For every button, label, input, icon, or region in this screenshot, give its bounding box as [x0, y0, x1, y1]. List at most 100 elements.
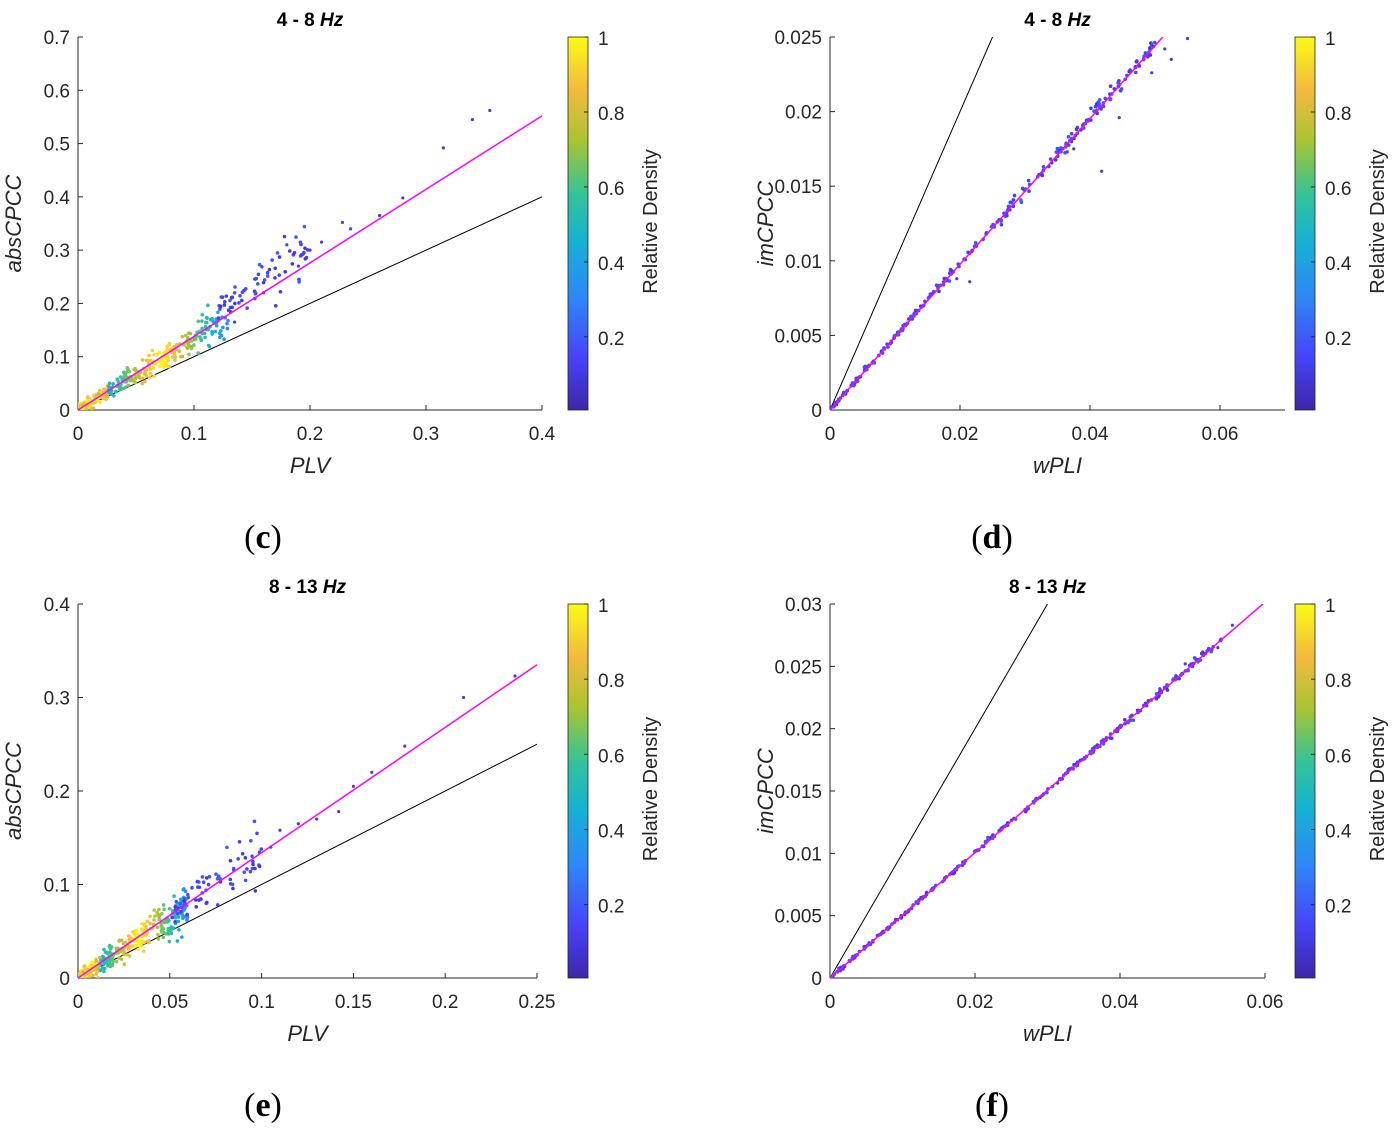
data-point — [160, 924, 164, 928]
data-point — [164, 355, 168, 360]
data-point — [194, 905, 198, 909]
data-point — [240, 290, 245, 295]
data-point — [162, 920, 166, 925]
y-tick-label: 0.4 — [44, 188, 71, 209]
colorbar-gradient — [567, 36, 589, 411]
data-point — [228, 877, 233, 882]
data-point-outlier — [378, 213, 382, 218]
data-point — [1117, 78, 1121, 83]
data-point — [126, 383, 131, 388]
data-point — [243, 856, 248, 860]
x-tick-label: 0 — [73, 424, 84, 445]
data-point — [214, 872, 218, 876]
data-point — [157, 350, 162, 355]
data-point — [138, 376, 142, 380]
data-point — [215, 903, 220, 907]
data-point — [278, 290, 283, 294]
data-point — [140, 358, 145, 362]
data-point — [1108, 97, 1113, 101]
data-point — [88, 402, 93, 407]
data-point — [104, 397, 108, 402]
data-point — [185, 918, 189, 922]
data-point — [254, 276, 259, 281]
data-point — [240, 298, 244, 303]
data-point — [1119, 87, 1124, 91]
x-tick-label: 0.1 — [181, 424, 207, 445]
data-point — [226, 308, 231, 313]
data-point — [1123, 718, 1127, 722]
data-point — [169, 927, 173, 932]
data-point-outlier — [1158, 687, 1162, 691]
scatter-points — [830, 37, 1190, 410]
y-tick-label: 0 — [811, 969, 822, 990]
panels-group: 0 0.1 0.2 0.3 0.4 0 0.1 0.2 0.3 0.4 0.5 0.6 0.7 PLV ab… — [1, 10, 1389, 1124]
data-point — [182, 887, 186, 891]
colorbar-gradient — [1294, 36, 1316, 411]
data-point — [216, 316, 221, 320]
data-point — [98, 400, 102, 405]
data-point — [142, 949, 146, 953]
data-point-outlier — [401, 196, 405, 200]
data-point-outlier — [337, 809, 341, 814]
panel-d: 0 0.02 0.04 0.06 0 0.005 0.01 0.015 0.02 0.025 wPL… — [753, 10, 1389, 556]
caption-paren-close: ) — [998, 1087, 1009, 1124]
data-point — [94, 959, 99, 963]
data-point — [167, 939, 172, 944]
data-point — [152, 374, 157, 378]
x-tick-label: 0 — [73, 992, 84, 1013]
data-point — [151, 365, 156, 370]
colorbar-tick-label: 0.6 — [598, 746, 624, 767]
data-point — [217, 331, 222, 336]
data-point — [1048, 157, 1053, 161]
data-point — [164, 932, 169, 936]
fit-line — [830, 37, 1164, 410]
y-tick-label: 0.5 — [44, 135, 70, 156]
data-point-outlier — [488, 108, 492, 113]
y-tick-label: 0.03 — [785, 595, 822, 616]
y-tick-label: 0.2 — [44, 782, 70, 803]
data-point — [152, 353, 156, 357]
data-point — [231, 886, 235, 891]
data-point — [162, 907, 166, 912]
y-tick-label: 0.1 — [44, 876, 70, 897]
data-point — [127, 954, 132, 958]
data-point — [928, 292, 933, 296]
data-point — [133, 376, 138, 381]
data-point — [200, 875, 205, 879]
data-point — [180, 935, 184, 939]
data-point — [152, 908, 156, 912]
data-point — [126, 934, 131, 938]
colorbar-tick-label: 0.8 — [598, 671, 624, 692]
data-point — [203, 335, 207, 340]
data-point — [236, 857, 240, 861]
data-point-outlier — [1100, 169, 1104, 173]
data-point — [1134, 59, 1139, 64]
data-point — [118, 949, 123, 954]
data-point — [160, 911, 164, 916]
data-point — [122, 950, 127, 954]
data-point — [104, 393, 109, 397]
colorbar: 0.2 0.4 0.6 0.8 1 Relative Density — [1294, 596, 1389, 979]
panel-title-unit: Hz — [323, 577, 347, 598]
data-point — [257, 864, 262, 869]
data-point — [179, 909, 183, 914]
data-point — [240, 851, 245, 856]
data-point — [1103, 96, 1108, 101]
data-point — [85, 395, 90, 399]
data-point — [205, 900, 209, 905]
data-point — [218, 304, 223, 309]
data-point — [102, 387, 106, 392]
data-point — [121, 376, 126, 380]
data-point — [245, 306, 249, 310]
x-tick-label: 0.06 — [1202, 424, 1239, 445]
colorbar-gradient — [1294, 603, 1316, 979]
panel-title-band: 4 - 8 — [277, 10, 320, 31]
data-point — [123, 385, 128, 389]
data-point — [233, 301, 237, 306]
data-point — [146, 358, 150, 363]
data-point — [222, 303, 227, 307]
data-point — [152, 918, 156, 922]
data-point-outlier — [1185, 37, 1190, 41]
data-point — [302, 250, 306, 255]
data-point — [1026, 178, 1031, 183]
